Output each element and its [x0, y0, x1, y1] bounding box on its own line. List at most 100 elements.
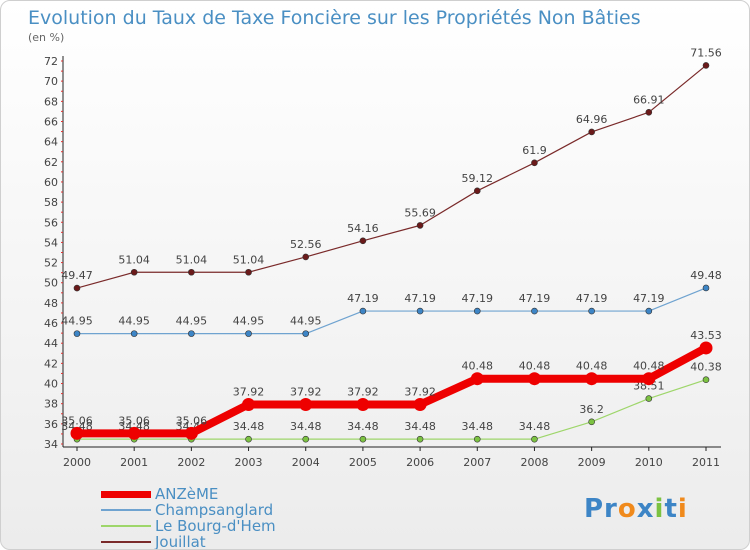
data-label: 71.56 — [690, 46, 722, 59]
y-tick-label: 44 — [44, 337, 58, 350]
y-tick-label: 36 — [44, 418, 58, 431]
data-point — [73, 330, 81, 337]
data-label: 38.51 — [633, 380, 665, 393]
data-label: 55.69 — [404, 206, 436, 219]
data-point — [302, 253, 310, 261]
data-point — [245, 330, 252, 337]
data-label: 40.48 — [462, 360, 494, 373]
legend-item: Le Bourg-d'Hem — [101, 518, 276, 534]
x-tick-label: 2010 — [635, 456, 663, 469]
y-tick-label: 34 — [44, 438, 58, 451]
data-point — [73, 284, 81, 292]
data-label: 47.19 — [462, 292, 494, 305]
legend-item: Champsanglard — [101, 502, 276, 518]
data-label: 51.04 — [233, 253, 265, 266]
y-tick-label: 68 — [44, 95, 58, 108]
data-label: 47.19 — [576, 292, 608, 305]
y-tick-label: 70 — [44, 75, 58, 88]
data-point — [299, 397, 313, 411]
data-point — [702, 62, 710, 69]
data-point — [416, 435, 424, 443]
data-point — [359, 307, 367, 315]
legend-item: ANZèME — [101, 486, 276, 502]
data-point — [527, 372, 541, 386]
series-line-3 — [77, 344, 708, 438]
data-point — [531, 435, 538, 443]
data-point — [473, 307, 481, 315]
legend-label: Champsanglard — [155, 501, 274, 519]
data-label: 44.95 — [233, 315, 265, 328]
legend-swatch — [101, 541, 151, 543]
y-tick-label: 52 — [44, 257, 58, 270]
data-label: 37.92 — [290, 385, 322, 398]
data-point — [302, 330, 310, 337]
data-label: 34.48 — [233, 420, 265, 433]
legend-label: Jouillat — [155, 533, 206, 550]
data-point — [416, 222, 424, 229]
data-point — [699, 341, 713, 355]
legend-label: Le Bourg-d'Hem — [155, 517, 276, 535]
data-point — [359, 237, 367, 245]
data-label: 47.19 — [633, 292, 665, 305]
y-tick-label: 42 — [44, 357, 58, 370]
unit-label: (en %) — [28, 31, 65, 44]
y-tick-label: 66 — [44, 115, 58, 128]
x-tick-label: 2002 — [177, 456, 205, 469]
legend-item: Jouillat — [101, 533, 276, 550]
y-tick-label: 60 — [44, 176, 58, 189]
data-point — [588, 418, 595, 426]
y-tick-label: 50 — [44, 277, 58, 290]
y-tick-label: 56 — [44, 216, 58, 229]
x-tick-label: 2000 — [63, 456, 91, 469]
data-label: 35.06 — [61, 414, 93, 427]
y-tick-label: 58 — [44, 196, 58, 209]
data-label: 44.95 — [176, 315, 208, 328]
data-label: 34.48 — [290, 420, 322, 433]
series-line-0 — [76, 64, 707, 289]
data-label: 36.2 — [579, 403, 604, 416]
data-point — [470, 372, 484, 386]
x-tick-label: 2005 — [349, 456, 377, 469]
legend-swatch — [101, 525, 151, 527]
data-label: 34.48 — [519, 420, 551, 433]
series-line-1 — [77, 287, 707, 335]
data-point — [531, 159, 538, 167]
data-label: 66.91 — [633, 93, 665, 106]
data-point — [588, 128, 595, 136]
data-label: 49.48 — [690, 269, 722, 282]
data-point — [645, 109, 653, 116]
data-label: 64.96 — [576, 113, 608, 126]
x-tick-label: 2003 — [235, 456, 263, 469]
data-label: 47.19 — [519, 292, 551, 305]
x-tick-label: 2004 — [292, 456, 320, 469]
data-label: 44.95 — [290, 315, 322, 328]
data-label: 59.12 — [462, 172, 494, 185]
series-line-2 — [77, 379, 707, 440]
y-tick-label: 72 — [44, 55, 58, 68]
proxiti-logo: Proxiti — [584, 494, 688, 524]
data-label: 47.19 — [404, 292, 436, 305]
y-tick-label: 46 — [44, 317, 58, 330]
legend-swatch — [101, 490, 151, 498]
legend-label: ANZèME — [155, 485, 219, 503]
data-label: 43.53 — [690, 329, 722, 342]
y-tick-label: 38 — [44, 398, 58, 411]
x-tick-label: 2007 — [463, 456, 491, 469]
data-point — [359, 435, 367, 443]
x-tick-label: 2006 — [406, 456, 434, 469]
y-tick-label: 54 — [44, 236, 58, 249]
data-point — [356, 397, 370, 411]
data-label: 34.48 — [404, 420, 436, 433]
data-point — [245, 268, 252, 276]
data-label: 40.38 — [690, 361, 722, 374]
data-label: 51.04 — [118, 253, 150, 266]
y-tick-label: 64 — [44, 136, 58, 149]
data-point — [531, 307, 538, 315]
data-label: 35.06 — [118, 414, 150, 427]
data-point — [642, 372, 656, 386]
data-label: 49.47 — [61, 269, 93, 282]
chart-title: Evolution du Taux de Taxe Foncière sur l… — [28, 7, 641, 29]
legend: ANZèME Champsanglard Le Bourg-d'Hem Jouilla… — [101, 486, 276, 550]
x-tick-label: 2008 — [520, 456, 548, 469]
